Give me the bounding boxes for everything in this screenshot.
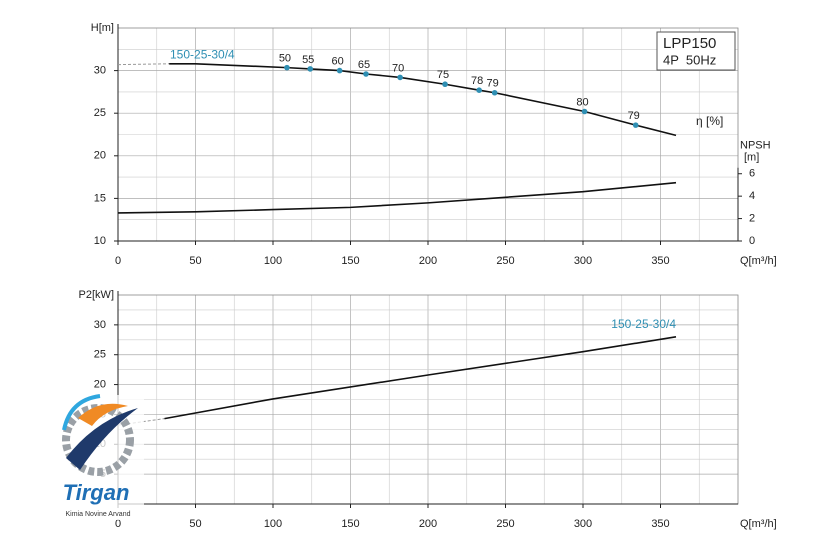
y2-axis-label: NPSH [m] [740,140,771,164]
model-subtitle: 4P 50Hz [663,52,716,67]
efficiency-point [581,108,588,115]
x-tick-label: 0 [115,255,121,267]
y-tick-label: 25 [94,349,106,361]
x-tick-label: 100 [264,518,282,530]
curve [117,63,170,66]
logo-name: Tirgan [63,480,130,505]
logo-swoosh [66,408,138,470]
efficiency-point [284,64,290,71]
logo-tagline: Kimia Novine Arvand [66,511,131,518]
efficiency-axis-label: η [%] [696,114,723,128]
logo: Tirgan Kimia Novine Arvand [52,394,144,520]
efficiency-label: 80 [576,96,588,108]
x-tick-label: 200 [419,255,437,267]
x-tick-label: 0 [115,518,121,530]
efficiency-label: 79 [628,110,640,122]
logo-flame [78,403,128,426]
model-box [656,31,736,71]
curve [164,336,677,420]
efficiency-label: 65 [358,59,370,71]
efficiency-label: 50 [279,53,291,65]
x-tick-label: 350 [651,518,669,530]
efficiency-label: 79 [487,78,499,90]
x-tick-label: 300 [574,255,592,267]
x-tick-label: 300 [574,518,592,530]
y-axis-label: P2[kW] [79,289,114,301]
efficiency-label: 60 [332,56,344,68]
y-tick-label: 30 [94,319,106,331]
y2-tick-label: 0 [749,235,755,247]
x-tick-label: 350 [651,255,669,267]
efficiency-point [336,67,343,74]
efficiency-point [307,66,314,72]
x-tick-label: 100 [264,255,282,267]
y-tick-label: 25 [94,107,106,119]
y-tick-label: 30 [94,65,106,77]
y2-tick-label: 6 [749,168,755,180]
logo-arc [62,394,101,431]
x-tick-label: 50 [189,518,201,530]
efficiency-point [442,81,448,88]
y2-tick-label: 2 [749,212,755,224]
curve [117,181,677,214]
x-tick-label: 250 [496,518,514,530]
efficiency-point [363,71,369,77]
y-tick-label: 20 [94,378,106,390]
efficiency-label: 55 [302,54,314,66]
efficiency-label: 78 [471,75,483,87]
y-tick-label: 20 [94,150,106,162]
efficiency-point [476,87,482,93]
y-tick-label: 15 [94,192,106,204]
x-tick-label: 200 [419,518,437,530]
y2-tick-label: 4 [749,190,755,202]
logo-gear [62,404,134,476]
curve-label: 150-25-30/4 [611,317,676,331]
x-axis-label: Q[m³/h] [740,518,777,530]
x-tick-label: 150 [341,518,359,530]
y-axis-label: H[m] [91,22,114,34]
efficiency-label: 75 [437,69,449,81]
y-tick-label: 10 [94,235,106,247]
model-name: LPP150 [663,35,716,52]
efficiency-point [491,89,498,96]
efficiency-point [632,122,639,128]
curve-label: 150-25-30/4 [170,47,235,61]
efficiency-point [397,74,403,81]
x-tick-label: 250 [496,255,514,267]
efficiency-label: 70 [392,62,404,74]
x-tick-label: 50 [189,255,201,267]
x-tick-label: 150 [341,255,359,267]
x-axis-label: Q[m³/h] [740,255,777,267]
